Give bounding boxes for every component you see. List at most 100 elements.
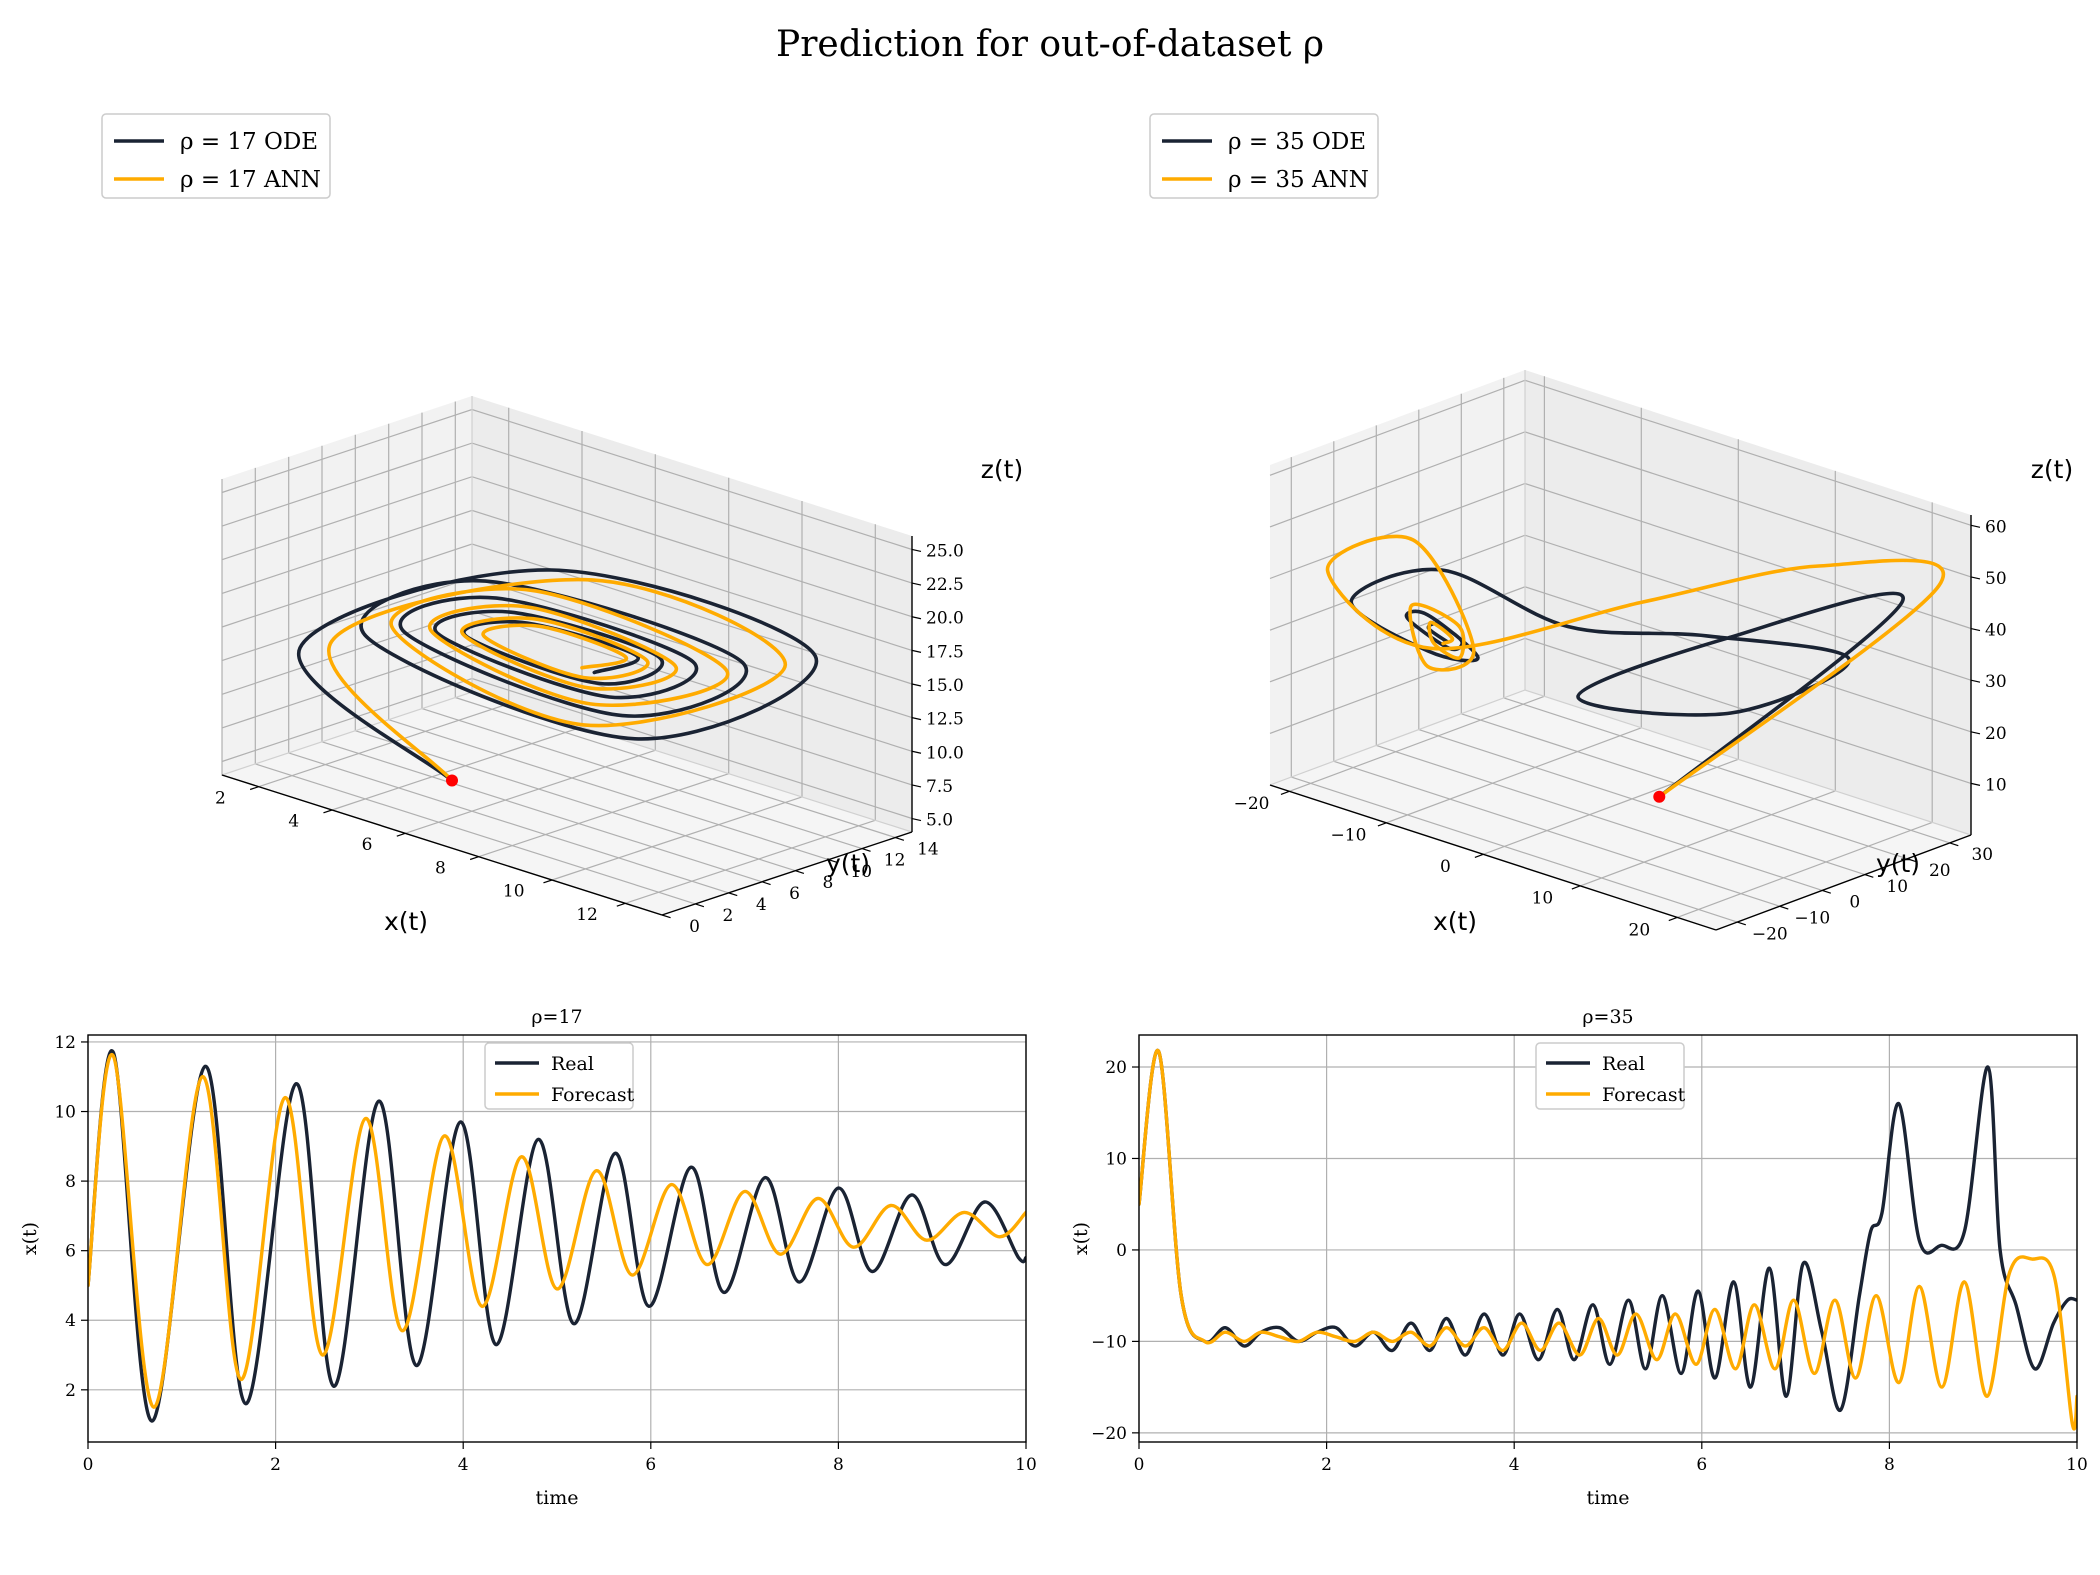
y-tick-label: 14 [917, 840, 939, 860]
x-tick-label: 4 [458, 1455, 469, 1475]
pane-back [1525, 370, 1971, 835]
z-tick [1970, 627, 1981, 632]
z-tick [911, 750, 922, 754]
legend-label: ρ = 17 ODE [180, 129, 318, 155]
x-tick-label: −20 [1234, 794, 1270, 814]
y-tick-label: 0 [1849, 893, 1860, 913]
z-tick-label: 7.5 [926, 777, 953, 797]
y-tick-label: −10 [1794, 909, 1830, 929]
y-tick [895, 836, 905, 841]
x-tick-label: 8 [1884, 1455, 1895, 1475]
y-tick-label: 8 [823, 873, 834, 893]
y-tick-label: −10 [1091, 1332, 1127, 1352]
legend-label: Real [551, 1053, 594, 1075]
y-tick [795, 870, 805, 875]
x-tick-label: 8 [435, 858, 446, 878]
x-tick [1280, 790, 1290, 796]
x-axis-label: x(t) [1433, 907, 1477, 936]
legend: Real Forecast [1535, 1042, 1686, 1110]
y-tick-label: 0 [689, 917, 700, 937]
series-line-ann [1325, 534, 1945, 799]
x-tick-label: 4 [1509, 1455, 1520, 1475]
legend-label: ρ = 17 ANN [180, 167, 321, 193]
y-tick-label: 2 [723, 906, 734, 926]
x-tick [249, 786, 259, 791]
x-tick [543, 879, 553, 884]
z-tick [911, 616, 922, 620]
x-axis-line [221, 774, 663, 916]
x-tick-label: 6 [362, 835, 373, 855]
y-tick-label: 4 [65, 1311, 76, 1331]
z-tick [1970, 524, 1981, 528]
pane-floor [1270, 690, 1971, 930]
y-tick-label: 30 [1971, 845, 1993, 865]
y-tick [661, 914, 671, 919]
series-line-ode [296, 568, 819, 783]
x-tick [1377, 822, 1387, 827]
x-tick-label: −10 [1331, 826, 1367, 846]
x-tick-label: 10 [1015, 1455, 1037, 1475]
legend-label: Forecast [551, 1084, 635, 1106]
legend-label: ρ = 35 ANN [1228, 167, 1369, 193]
x-tick-label: 20 [1629, 920, 1651, 940]
y-tick [761, 881, 771, 886]
z-tick [911, 784, 922, 788]
y-axis-label: x(t) [1070, 1222, 1092, 1255]
y-tick [1737, 921, 1746, 926]
y-tick [1949, 842, 1959, 847]
x-axis-label: time [536, 1487, 579, 1509]
x-tick-label: 12 [576, 905, 598, 925]
y-tick [1779, 905, 1789, 910]
x-axis-line [1269, 784, 1717, 931]
series-group [1139, 1048, 2077, 1431]
panel-title: ρ=35 [1582, 1006, 1633, 1028]
panel-title: ρ=17 [531, 1006, 582, 1028]
series-line-forecast [88, 1052, 1026, 1409]
figure-title: Prediction for out-of-dataset ρ [776, 24, 1324, 65]
panel-3d-top-right: −20 −10 0 10 20 −20 −10 0 10 20 30 10 20 30 40 50 60 x(t)… [1149, 113, 2073, 944]
y-tick-label: −20 [1091, 1424, 1127, 1444]
y-tick [695, 903, 705, 908]
y-tick-label: 12 [54, 1033, 76, 1053]
y-axis-line [1715, 834, 1972, 931]
x-tick [469, 856, 479, 861]
pane-floor [222, 692, 912, 915]
y-tick-label: 4 [756, 895, 767, 915]
legend-box [101, 113, 331, 199]
y-tick-label: 12 [884, 851, 906, 871]
x-tick-label: 10 [1532, 889, 1554, 909]
legend-label: ρ = 35 ODE [1228, 129, 1366, 155]
z-tick [1970, 576, 1981, 580]
z-tick [911, 717, 922, 721]
x-tick-label: 6 [1696, 1455, 1707, 1475]
z-tick-label: 25.0 [926, 541, 964, 561]
x-axis-label: x(t) [384, 907, 428, 936]
x-tick-label: 4 [288, 812, 299, 832]
panel-2d-bottom-right: 0 2 4 6 8 10 −20 −10 0 10 20 ρ=35 time x(t) Real Foreca… [1070, 1006, 2088, 1509]
z-axis-label: z(t) [2031, 455, 2073, 484]
y-tick-label: 10 [54, 1103, 76, 1123]
z-tick-label: 15.0 [926, 676, 964, 696]
z-tick [911, 683, 922, 687]
y-tick [861, 848, 871, 852]
x-tick-label: 0 [1440, 857, 1451, 877]
x-tick-label: 2 [215, 788, 226, 808]
x-tick [1571, 885, 1581, 890]
z-tick-label: 22.5 [926, 575, 964, 595]
z-tick-label: 10.0 [926, 743, 964, 763]
x-tick-label: 2 [1321, 1455, 1332, 1475]
series-line-forecast [1139, 1048, 2077, 1431]
legend: ρ = 35 ODE ρ = 35 ANN [1149, 113, 1379, 199]
z-axis-label: z(t) [981, 455, 1023, 484]
series-line-ann [327, 577, 788, 783]
y-tick-label: 0 [1116, 1241, 1127, 1261]
x-tick-label: 0 [83, 1455, 94, 1475]
z-tick-label: 50 [1985, 569, 2007, 589]
x-tick [616, 902, 626, 907]
initial-point [1653, 790, 1666, 803]
y-axis-label: x(t) [19, 1222, 41, 1255]
z-tick-label: 10 [1985, 775, 2007, 795]
x-tick [1668, 916, 1678, 922]
z-tick [1970, 782, 1981, 786]
